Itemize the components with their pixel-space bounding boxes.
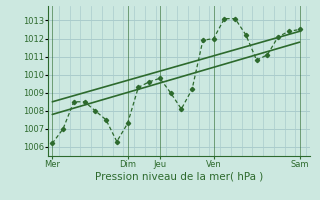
X-axis label: Pression niveau de la mer( hPa ): Pression niveau de la mer( hPa ) bbox=[95, 172, 263, 182]
